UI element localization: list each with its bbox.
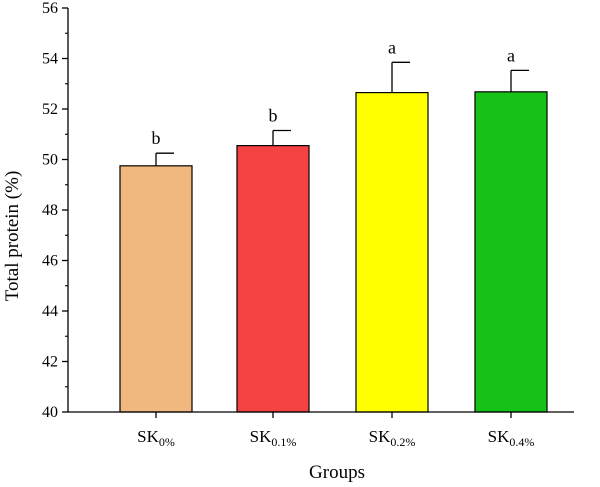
x-tick-label-main: SK — [488, 427, 510, 446]
bar-0 — [119, 165, 193, 413]
y-tick-label: 44 — [42, 303, 58, 320]
y-tick-label: 54 — [42, 51, 58, 68]
x-tick-label-subscript: 0.4% — [509, 435, 534, 449]
bars: b b a a — [119, 37, 548, 413]
significance-label-3: a — [507, 45, 515, 65]
y-axis-title: Total protein (%) — [2, 171, 23, 302]
significance-label-2: a — [388, 37, 396, 57]
bar-3 — [474, 91, 548, 413]
x-tick-label-2: SK0.2% — [369, 427, 416, 449]
bar-2 — [355, 91, 429, 413]
y-tick-label: 52 — [42, 101, 58, 118]
x-axis: SK0% SK0.1% SK0.2% SK0.4% — [68, 411, 574, 449]
y-tick-label: 50 — [42, 152, 58, 169]
x-tick-label-subscript: 0.2% — [390, 435, 415, 449]
x-tick-label-1: SK0.1% — [250, 427, 297, 449]
x-tick-label-0: SK0% — [137, 427, 175, 449]
bar-1 — [236, 145, 310, 413]
x-axis-title: Groups — [309, 462, 365, 483]
x-tick-label-main: SK — [369, 427, 391, 446]
y-axis: 40 42 44 46 48 50 52 54 56 — [42, 0, 69, 421]
y-tick-label: 42 — [42, 354, 58, 371]
significance-label-0: b — [152, 128, 161, 148]
y-tick-label: 56 — [42, 0, 58, 17]
x-tick-label-3: SK0.4% — [488, 427, 535, 449]
y-tick-label: 46 — [42, 253, 58, 270]
x-tick-label-subscript: 0.1% — [271, 435, 296, 449]
significance-label-1: b — [269, 105, 278, 125]
y-tick-label: 48 — [42, 202, 58, 219]
x-tick-label-main: SK — [250, 427, 272, 446]
y-tick-label: 40 — [42, 404, 58, 421]
x-tick-label-subscript: 0% — [159, 435, 175, 449]
x-tick-label-main: SK — [137, 427, 159, 446]
